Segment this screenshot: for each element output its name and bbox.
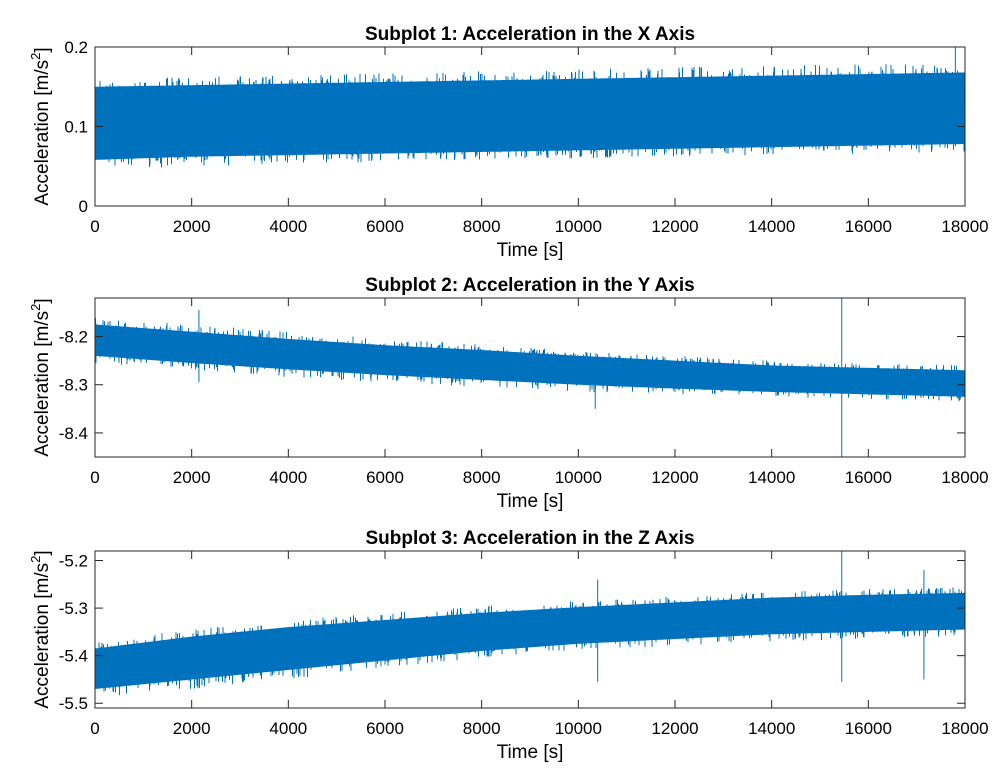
x-tick-label: 0 [90,719,99,738]
data-series [95,47,965,168]
x-axis-label: Time [s] [497,240,564,261]
y-tick-label: -8.2 [59,328,88,347]
y-axis-label-sup: 2 [28,304,43,311]
x-tick-label: 4000 [269,719,307,738]
y-axis-label-close: ] [32,47,53,52]
chart-title: Subplot 1: Acceleration in the X Axis [365,24,695,45]
axes-box [94,550,966,709]
y-axis-label-close: ] [32,550,53,555]
subplot-2: 0 2000 4000 6000 8000 10000 12000 14000 16000 180… [28,275,989,512]
x-tick-label: 0 [90,217,99,236]
x-tick-label: 12000 [651,217,698,236]
subplot-3: 0 2000 4000 6000 8000 10000 12000 14000 16000 180… [28,528,989,763]
x-tick-label: 6000 [366,217,404,236]
y-axis-label: Acceleration [m/s2] [28,298,53,456]
signal-trace [95,63,965,168]
x-tick-label: 8000 [463,719,501,738]
signal-trace [95,317,965,402]
y-tick-label: -5.4 [59,647,88,666]
x-tick-label: 4000 [269,217,307,236]
x-axis-label: Time [s] [497,742,564,763]
x-tick-label: 18000 [941,468,988,487]
y-axis-label-sup: 2 [28,556,43,563]
y-tick-label: -5.3 [59,599,88,618]
x-tick-label: 18000 [941,719,988,738]
x-tick-label: 2000 [173,217,211,236]
x-tick-label: 6000 [366,468,404,487]
x-tick-label: 8000 [463,468,501,487]
x-tick-label: 16000 [845,468,892,487]
y-tick-label: -8.3 [59,376,88,395]
x-tick-label: 0 [90,468,99,487]
x-tick-label: 12000 [651,468,698,487]
y-axis-label-text: Acceleration [m/s [32,311,53,457]
x-tick-label: 16000 [845,217,892,236]
y-axis-label-text: Acceleration [m/s [32,563,53,709]
x-tick-label: 6000 [366,719,404,738]
x-tick-label: 14000 [748,217,795,236]
y-tick-label: -5.2 [59,552,88,571]
x-tick-label: 8000 [463,217,501,236]
y-tick-label: 0.1 [64,118,88,137]
x-tick-label: 10000 [555,468,602,487]
x-tick-label: 18000 [941,217,988,236]
y-tick-label: -8.4 [59,424,88,443]
x-tick-label: 4000 [269,468,307,487]
chart-title: Subplot 2: Acceleration in the Y Axis [365,275,694,296]
x-tick-label: 14000 [748,468,795,487]
y-tick-label: 0.2 [64,38,88,57]
x-tick-label: 2000 [173,719,211,738]
y-tick-label: -5.5 [59,694,88,713]
axes-box [94,297,966,458]
signal-trace [95,587,965,696]
data-series [95,551,965,696]
x-tick-label: 16000 [845,719,892,738]
x-tick-label: 10000 [555,217,602,236]
y-axis-label: Acceleration [m/s2] [28,47,53,205]
y-axis-label-text: Acceleration [m/s [32,60,53,206]
y-axis-label-sup: 2 [28,53,43,60]
x-tick-label: 14000 [748,719,795,738]
x-tick-label: 2000 [173,468,211,487]
subplot-1: 0 2000 4000 6000 8000 10000 12000 14000 16000 180… [28,24,989,261]
y-tick-label: 0 [79,197,88,216]
data-series [95,298,965,457]
y-axis-label: Acceleration [m/s2] [28,550,53,708]
x-axis-label: Time [s] [497,491,564,512]
chart-title: Subplot 3: Acceleration in the Z Axis [365,528,694,549]
y-axis-label-close: ] [32,298,53,303]
x-tick-label: 12000 [651,719,698,738]
x-tick-label: 10000 [555,719,602,738]
